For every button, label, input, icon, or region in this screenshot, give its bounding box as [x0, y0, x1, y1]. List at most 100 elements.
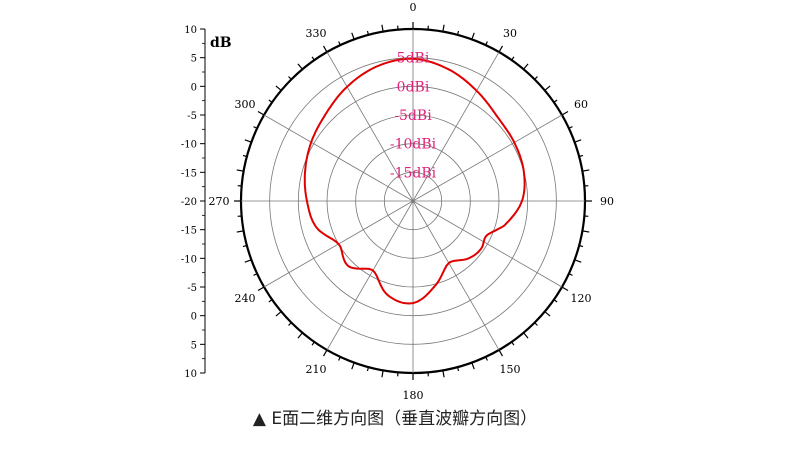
axis-tick-label: -10	[181, 140, 197, 151]
left-radial-axis: 10 5 0 -5 -10 -15 -20 -15 -10 -5 0 5 10 dB	[181, 25, 232, 380]
outer-tick	[442, 24, 445, 32]
outer-tick	[242, 244, 248, 248]
axis-tick-label: 0	[191, 82, 197, 93]
outer-tick	[338, 41, 341, 46]
outer-tick	[244, 259, 252, 263]
outer-tick	[275, 85, 282, 91]
outer-tick	[553, 299, 558, 303]
axis-tick-label: 0	[191, 312, 197, 323]
outer-tick	[257, 286, 265, 292]
outer-tick	[257, 110, 265, 116]
outer-tick	[311, 56, 315, 61]
outer-tick	[253, 273, 258, 276]
outer-tick	[366, 30, 370, 36]
angle-spoke	[412, 114, 563, 202]
ring-label: -5dBi	[394, 108, 432, 124]
axis-unit-label: dB	[210, 35, 232, 51]
outer-tick	[242, 154, 248, 158]
outer-tick	[366, 366, 370, 372]
outer-tick	[511, 341, 515, 346]
angle-label: 270	[209, 195, 230, 208]
outer-tick	[498, 349, 504, 357]
angle-spoke	[412, 200, 563, 288]
angle-spoke	[412, 51, 500, 202]
angle-label: 180	[403, 389, 424, 400]
ring-label: -10dBi	[390, 137, 437, 153]
outer-tick	[553, 99, 558, 103]
angle-label: 120	[571, 292, 592, 305]
axis-tick-label: 5	[191, 54, 197, 65]
outer-tick	[523, 63, 529, 70]
outer-tick	[568, 126, 573, 129]
angle-label: 210	[306, 363, 327, 376]
outer-tick	[338, 356, 341, 361]
axis-tick-label: -15	[181, 226, 197, 237]
outer-tick	[568, 273, 573, 276]
polar-plot-svg: 10 5 0 -5 -10 -15 -20 -15 -10 -5 0 5 10 dB 0 30 60 90 120…	[181, 1, 615, 402]
outer-tick	[322, 45, 328, 53]
outer-tick	[456, 366, 460, 372]
outer-tick	[456, 30, 460, 36]
axis-tick-label: 5	[191, 340, 197, 351]
polar-grid	[234, 22, 592, 380]
angle-label: 300	[234, 98, 255, 111]
outer-tick	[471, 32, 475, 40]
angle-spoke	[263, 114, 414, 202]
angle-label: 240	[234, 292, 255, 305]
angle-label: 0	[410, 1, 417, 14]
outer-tick	[268, 299, 273, 303]
axis-tick-label: -15	[181, 168, 197, 179]
pattern-line	[303, 57, 526, 305]
outer-tick	[288, 76, 292, 80]
angle-label: 60	[574, 98, 588, 111]
outer-tick	[511, 56, 515, 61]
outer-tick	[561, 110, 569, 116]
axis-tick-label: -10	[181, 254, 197, 265]
outer-tick	[351, 32, 355, 40]
angle-spoke	[326, 200, 414, 351]
figure-caption: ▲ E面二维方向图（垂直波瓣方向图）	[0, 404, 790, 429]
ring-label: 5dBi	[397, 51, 430, 67]
outer-tick	[561, 286, 569, 292]
ring-label: -15dBi	[390, 165, 437, 181]
angle-label: 90	[600, 195, 614, 208]
outer-tick	[498, 45, 504, 53]
outer-tick	[485, 41, 488, 46]
angle-spoke	[326, 51, 414, 202]
axis-tick-label: -5	[187, 111, 197, 122]
chart-labels: 0 30 60 90 120 150 180 210 240 270 300 330 5dBi 0dBi -…	[209, 1, 615, 402]
axis-tick-label: 10	[184, 369, 197, 380]
outer-tick	[471, 362, 475, 370]
outer-tick	[534, 76, 538, 80]
outer-tick	[442, 370, 445, 378]
outer-tick	[574, 259, 582, 263]
outer-tick	[351, 362, 355, 370]
outer-tick	[534, 322, 538, 326]
outer-tick	[236, 169, 244, 172]
outer-tick	[578, 154, 584, 158]
outer-tick	[275, 311, 282, 317]
radiation-pattern	[303, 57, 526, 305]
outer-tick	[297, 63, 303, 70]
outer-tick	[244, 139, 252, 143]
outer-tick	[544, 311, 551, 317]
outer-tick	[582, 169, 590, 172]
triangle-icon: ▲	[252, 409, 266, 429]
angle-label: 150	[500, 363, 521, 376]
outer-tick	[381, 370, 384, 378]
axis-tick-label: -5	[187, 283, 197, 294]
ring-label: 0dBi	[397, 79, 430, 95]
angle-label: 30	[503, 27, 517, 40]
outer-tick	[268, 99, 273, 103]
outer-tick	[574, 139, 582, 143]
axis-tick-label: -20	[181, 197, 197, 208]
outer-tick	[381, 24, 384, 32]
outer-tick	[485, 356, 488, 361]
outer-tick	[253, 126, 258, 129]
angle-label: 330	[306, 27, 327, 40]
outer-tick	[544, 85, 551, 91]
outer-tick	[523, 332, 529, 339]
outer-tick	[578, 244, 584, 248]
outer-tick	[582, 230, 590, 233]
